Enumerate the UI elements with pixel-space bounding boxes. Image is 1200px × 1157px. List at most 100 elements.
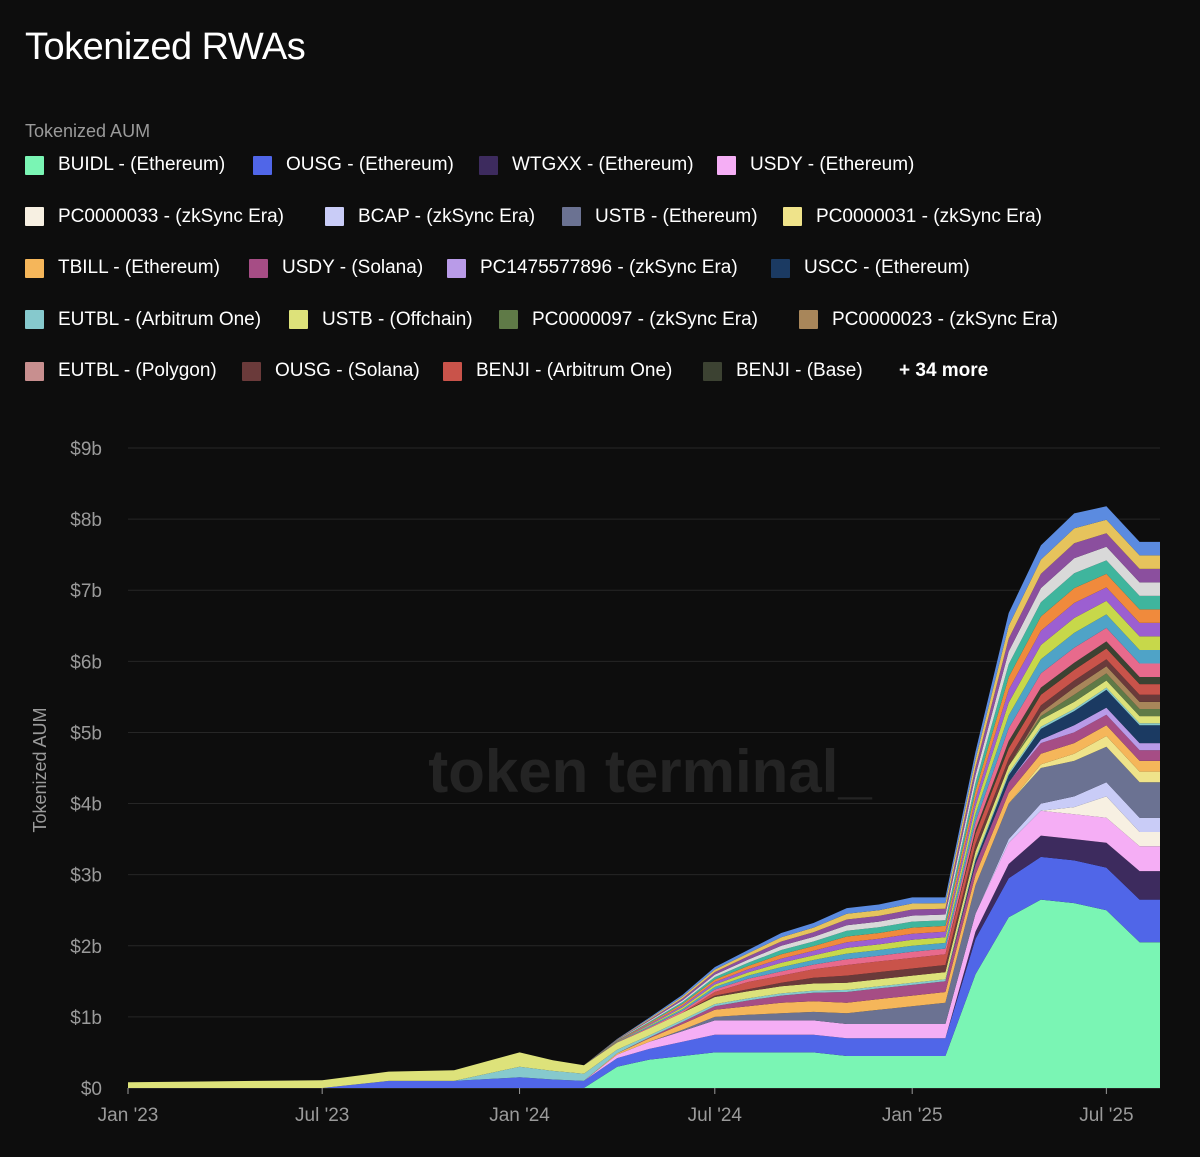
legend-item[interactable]: USDY - (Ethereum) [717, 154, 914, 176]
series-area [128, 689, 1160, 1088]
y-tick-label: $8b [70, 510, 102, 531]
legend-swatch [25, 361, 44, 381]
legend-item[interactable]: PC0000031 - (zkSync Era) [783, 206, 1042, 228]
x-tick-label: Jan '23 [98, 1105, 159, 1126]
watermark: token terminal_ [428, 738, 872, 805]
legend-item[interactable]: WTGXX - (Ethereum) [479, 154, 694, 176]
legend-item[interactable]: PC1475577896 - (zkSync Era) [447, 257, 738, 279]
y-tick-label: $4b [70, 795, 102, 816]
legend-row: TBILL - (Ethereum) USDY - (Solana) PC147… [25, 255, 1185, 307]
legend-label: USCC - (Ethereum) [804, 257, 970, 278]
y-tick-label: $3b [70, 866, 102, 887]
legend-label: BENJI - (Base) [736, 360, 863, 381]
legend-row: BUIDL - (Ethereum) OUSG - (Ethereum) WTG… [25, 152, 1185, 204]
x-tick-label: Jan '25 [882, 1105, 943, 1126]
legend-item[interactable]: BENJI - (Base) [703, 360, 863, 382]
data-series [128, 506, 1160, 1088]
legend-swatch [771, 258, 790, 278]
legend-swatch [783, 207, 802, 226]
legend-more-button[interactable]: + 34 more [899, 360, 989, 381]
legend-swatch [242, 361, 261, 381]
legend-label: USDY - (Ethereum) [750, 154, 915, 175]
legend-label: PC1475577896 - (zkSync Era) [480, 257, 738, 278]
legend: BUIDL - (Ethereum) OUSG - (Ethereum) WTG… [25, 152, 1185, 410]
legend-swatch [717, 155, 736, 175]
legend-item[interactable]: USCC - (Ethereum) [771, 257, 970, 279]
series-area [128, 899, 1160, 1088]
y-tick-label: $6b [70, 652, 102, 673]
legend-swatch [562, 207, 581, 226]
series-area-other [128, 627, 1160, 1083]
y-tick-label: $9b [70, 439, 102, 460]
y-tick-label: $2b [70, 937, 102, 958]
legend-row: EUTBL - (Polygon) OUSG - (Solana) BENJI … [25, 358, 1185, 410]
legend-row: PC0000033 - (zkSync Era) BCAP - (zkSync … [25, 204, 1185, 256]
legend-swatch [499, 310, 518, 329]
legend-item[interactable]: BENJI - (Arbitrum One) [443, 360, 672, 382]
legend-item[interactable]: EUTBL - (Polygon) [25, 360, 217, 382]
legend-title: Tokenized AUM [25, 121, 151, 141]
legend-row: EUTBL - (Arbitrum One) USTB - (Offchain)… [25, 307, 1185, 359]
legend-item[interactable]: PC0000033 - (zkSync Era) [25, 206, 284, 228]
y-axis-label: Tokenized AUM [30, 707, 50, 832]
legend-item[interactable]: BUIDL - (Ethereum) [25, 154, 225, 176]
legend-swatch [447, 258, 466, 278]
gridlines [128, 447, 1160, 1089]
y-axis-ticks: $0 $1b $2b $3b $4b $5b $6b $7b $8b $9b [70, 439, 102, 1100]
legend-label: PC0000031 - (zkSync Era) [816, 205, 1042, 227]
legend-swatch [25, 207, 44, 226]
legend-swatch [25, 155, 44, 175]
legend-label: PC0000023 - (zkSync Era) [832, 308, 1058, 330]
y-tick-label: $1b [70, 1008, 102, 1029]
legend-label: BCAP - (zkSync Era) [358, 205, 536, 227]
legend-item[interactable]: TBILL - (Ethereum) [25, 257, 220, 279]
legend-swatch [703, 361, 722, 381]
legend-swatch [25, 258, 44, 278]
legend-swatch [443, 361, 462, 381]
legend-swatch [479, 155, 498, 175]
legend-label: USDY - (Solana) [282, 257, 424, 278]
legend-label: OUSG - (Solana) [275, 360, 420, 381]
legend-label: BUIDL - (Ethereum) [58, 154, 226, 175]
y-tick-label: $7b [70, 581, 102, 602]
x-tick-label: Jul '25 [1079, 1105, 1133, 1126]
page-title: Tokenized RWAs [25, 26, 306, 68]
legend-item[interactable]: USTB - (Ethereum) [562, 206, 758, 228]
legend-label: TBILL - (Ethereum) [58, 257, 220, 278]
y-tick-label: $0 [81, 1079, 102, 1100]
series-area [128, 659, 1160, 1083]
legend-label: PC0000033 - (zkSync Era) [58, 205, 284, 227]
series-area [128, 714, 1160, 1088]
legend-swatch [253, 155, 272, 175]
x-tick-label: Jul '24 [688, 1105, 743, 1126]
legend-label: OUSG - (Ethereum) [286, 154, 454, 175]
legend-label: USTB - (Ethereum) [595, 205, 758, 227]
legend-item[interactable]: EUTBL - (Arbitrum One) [25, 309, 261, 331]
legend-item[interactable]: BCAP - (zkSync Era) [325, 206, 535, 228]
legend-swatch [289, 310, 308, 329]
legend-item[interactable]: PC0000097 - (zkSync Era) [499, 309, 758, 331]
x-tick-label: Jul '23 [295, 1105, 349, 1126]
series-area [128, 856, 1160, 1088]
chart-area: token terminal_ $0 $1b $2b $3b $4b $5b $6b $7b $… [0, 400, 1200, 1152]
stacked-area-chart: token terminal_ $0$1b$2b$3b$4b$5b$6b$7b$… [30, 439, 1160, 1126]
legend-item[interactable]: USDY - (Solana) [249, 257, 423, 279]
legend-item[interactable]: OUSG - (Solana) [242, 360, 420, 382]
legend-swatch [325, 207, 344, 226]
legend-swatch [799, 310, 818, 329]
series-area [128, 725, 1160, 1088]
legend-item[interactable]: USTB - (Offchain) [289, 309, 473, 331]
y-tick-label: $5b [70, 723, 102, 744]
x-tick-label: Jan '24 [489, 1105, 550, 1126]
legend-label: EUTBL - (Polygon) [58, 360, 217, 381]
legend-label: USTB - (Offchain) [322, 308, 473, 330]
legend-label: BENJI - (Arbitrum One) [476, 360, 673, 381]
series-area [128, 648, 1160, 1083]
legend-item[interactable]: OUSG - (Ethereum) [253, 154, 454, 176]
legend-item[interactable]: PC0000023 - (zkSync Era) [799, 309, 1058, 331]
legend-swatch [25, 310, 44, 329]
legend-label: WTGXX - (Ethereum) [512, 154, 694, 175]
legend-label: EUTBL - (Arbitrum One) [58, 308, 262, 330]
series-area [128, 746, 1160, 1088]
legend-label: PC0000097 - (zkSync Era) [532, 308, 758, 330]
